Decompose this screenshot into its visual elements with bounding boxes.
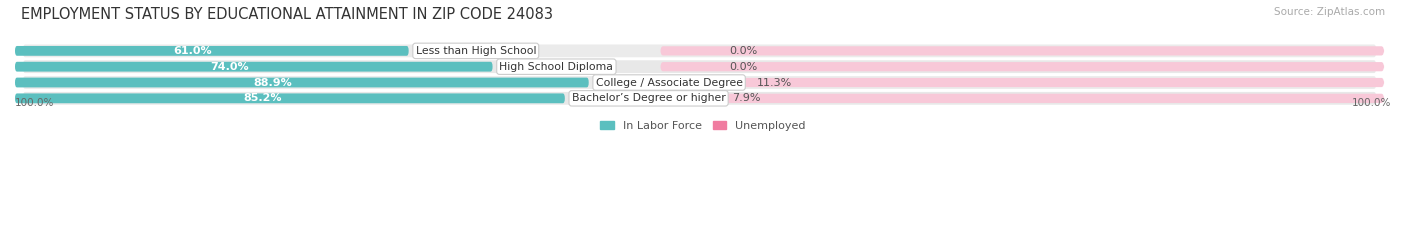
Text: 100.0%: 100.0% (1351, 98, 1391, 108)
FancyBboxPatch shape (661, 62, 1384, 71)
Text: Source: ZipAtlas.com: Source: ZipAtlas.com (1274, 7, 1385, 17)
FancyBboxPatch shape (661, 93, 718, 103)
Text: Bachelor’s Degree or higher: Bachelor’s Degree or higher (572, 93, 725, 103)
Legend: In Labor Force, Unemployed: In Labor Force, Unemployed (596, 116, 810, 135)
Text: 11.3%: 11.3% (756, 78, 792, 88)
FancyBboxPatch shape (22, 75, 1378, 90)
Text: 0.0%: 0.0% (730, 62, 758, 72)
Text: High School Diploma: High School Diploma (499, 62, 613, 72)
Text: Less than High School: Less than High School (416, 46, 536, 56)
FancyBboxPatch shape (15, 78, 589, 87)
Text: 61.0%: 61.0% (173, 46, 211, 56)
FancyBboxPatch shape (22, 43, 1378, 58)
FancyBboxPatch shape (22, 59, 1378, 74)
FancyBboxPatch shape (22, 91, 1378, 106)
FancyBboxPatch shape (661, 94, 1384, 103)
FancyBboxPatch shape (661, 46, 1384, 55)
Text: 88.9%: 88.9% (254, 78, 292, 88)
FancyBboxPatch shape (661, 78, 742, 87)
FancyBboxPatch shape (15, 46, 409, 56)
FancyBboxPatch shape (15, 62, 492, 72)
Text: 7.9%: 7.9% (733, 93, 761, 103)
Text: 100.0%: 100.0% (15, 98, 55, 108)
FancyBboxPatch shape (15, 93, 565, 103)
Text: 85.2%: 85.2% (243, 93, 281, 103)
FancyBboxPatch shape (661, 78, 1384, 87)
Text: College / Associate Degree: College / Associate Degree (596, 78, 742, 88)
Text: 74.0%: 74.0% (211, 62, 249, 72)
Text: EMPLOYMENT STATUS BY EDUCATIONAL ATTAINMENT IN ZIP CODE 24083: EMPLOYMENT STATUS BY EDUCATIONAL ATTAINM… (21, 7, 553, 22)
Text: 0.0%: 0.0% (730, 46, 758, 56)
